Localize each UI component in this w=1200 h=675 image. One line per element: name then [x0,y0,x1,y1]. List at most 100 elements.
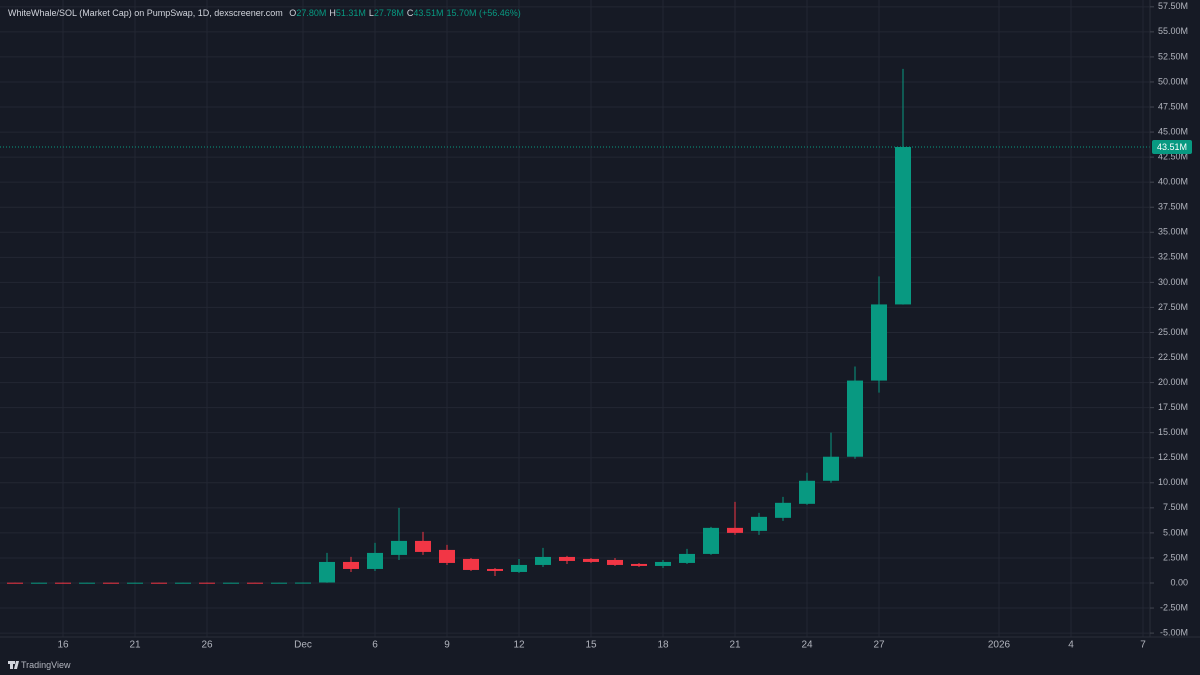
candles [0,68,1150,584]
ohlc-value: 51.31M [336,8,366,18]
candle-body [175,582,191,584]
candle-body [439,549,455,563]
candle-body [367,552,383,569]
x-tick-label: 18 [657,640,669,651]
candle-body [295,582,311,584]
candle-body [55,582,71,584]
candle-body [463,558,479,570]
y-tick-label: 2.50M [1163,552,1188,562]
x-tick-label: Dec [294,640,312,651]
x-tick-label: 21 [129,640,141,651]
x-tick-label: 16 [57,640,69,651]
y-tick-label: 17.50M [1158,402,1188,412]
y-tick-label: 50.00M [1158,76,1188,86]
y-tick-label: 52.50M [1158,51,1188,61]
last-price-label: 43.51M [1157,142,1187,152]
candle-body [415,540,431,552]
y-tick-label: 27.50M [1158,302,1188,312]
ohlc-value: 27.80M [296,8,326,18]
y-tick-label: -5.00M [1160,627,1188,637]
candle-body [583,558,599,562]
chart-title: WhiteWhale/SOL (Market Cap) on PumpSwap,… [8,8,283,18]
candle-body [727,527,743,533]
x-tick-label: 7 [1140,640,1146,651]
ohlc-key: O [289,8,296,18]
candle-body [319,561,335,583]
candle-body [343,561,359,569]
candle-body [79,582,95,584]
candle-body [103,582,119,584]
y-tick-label: 32.50M [1158,252,1188,262]
candle-body [655,561,671,566]
y-tick-label: 35.00M [1158,227,1188,237]
x-tick-label: 21 [729,640,741,651]
candle-body [631,563,647,566]
x-tick-label: 4 [1068,640,1074,651]
candle-body [31,582,47,584]
x-tick-label: 27 [873,640,885,651]
candle-body [487,568,503,571]
y-tick-label: 10.00M [1158,477,1188,487]
logo [8,661,19,669]
y-tick-label: 30.00M [1158,277,1188,287]
candle-body [151,582,167,584]
axes: -5.00M -2.50M 0.00 2.50M 5.00M 7.50M 10.00M 12.… [57,1,1192,651]
ohlc-value: 27.78M [374,8,404,18]
candle-body [127,582,143,584]
ohlc-key: L [369,8,374,18]
y-tick-label: 12.50M [1158,452,1188,462]
candle-body [847,380,863,457]
candle-body [703,527,719,554]
candle-body [247,582,263,584]
y-tick-label: 5.00M [1163,527,1188,537]
y-tick-label: 22.50M [1158,352,1188,362]
y-tick-label: 15.00M [1158,427,1188,437]
candle-body [535,556,551,565]
candle-body [7,582,23,584]
ohlc-value: 43.51M [413,8,443,18]
candle-body [679,553,695,563]
candle-body [199,582,215,584]
candle-body [799,480,815,504]
candle-body [895,147,911,305]
x-tick-label: 6 [372,640,378,651]
candle-body [511,564,527,572]
x-tick-label: 15 [585,640,597,651]
y-tick-label: 0.00 [1170,577,1188,587]
y-tick-label: 37.50M [1158,202,1188,212]
change: 15.70M (+56.46%) [446,8,520,18]
y-tick-label: 40.00M [1158,177,1188,187]
x-tick-label: 9 [444,640,450,651]
candle-body [775,502,791,518]
y-tick-label: 47.50M [1158,101,1188,111]
x-tick-label: 2026 [988,640,1011,651]
y-tick-label: 25.00M [1158,327,1188,337]
candle-body [559,556,575,561]
candle-body [271,582,287,584]
footer: TradingView [8,660,71,670]
candle-body [223,582,239,584]
candle-body [823,456,839,481]
x-tick-label: 24 [801,640,813,651]
y-tick-label: 42.50M [1158,151,1188,161]
y-tick-label: -2.50M [1160,602,1188,612]
x-tick-label: 26 [201,640,213,651]
candle-body [751,516,767,531]
y-tick-label: 45.00M [1158,126,1188,136]
ohlc-key: C [407,8,414,18]
y-tick-label: 57.50M [1158,1,1188,11]
x-tick-label: 12 [513,640,525,651]
y-tick-label: 55.00M [1158,26,1188,36]
legend: WhiteWhale/SOL (Market Cap) on PumpSwap,… [8,8,521,18]
ohlc-key: H [329,8,336,18]
y-tick-label: 20.00M [1158,377,1188,387]
footer-text: TradingView [21,660,71,670]
grid [0,0,1150,637]
candle-body [871,304,887,381]
last-price-box [1152,140,1192,154]
y-tick-label: 7.50M [1163,502,1188,512]
candle-body [607,559,623,565]
